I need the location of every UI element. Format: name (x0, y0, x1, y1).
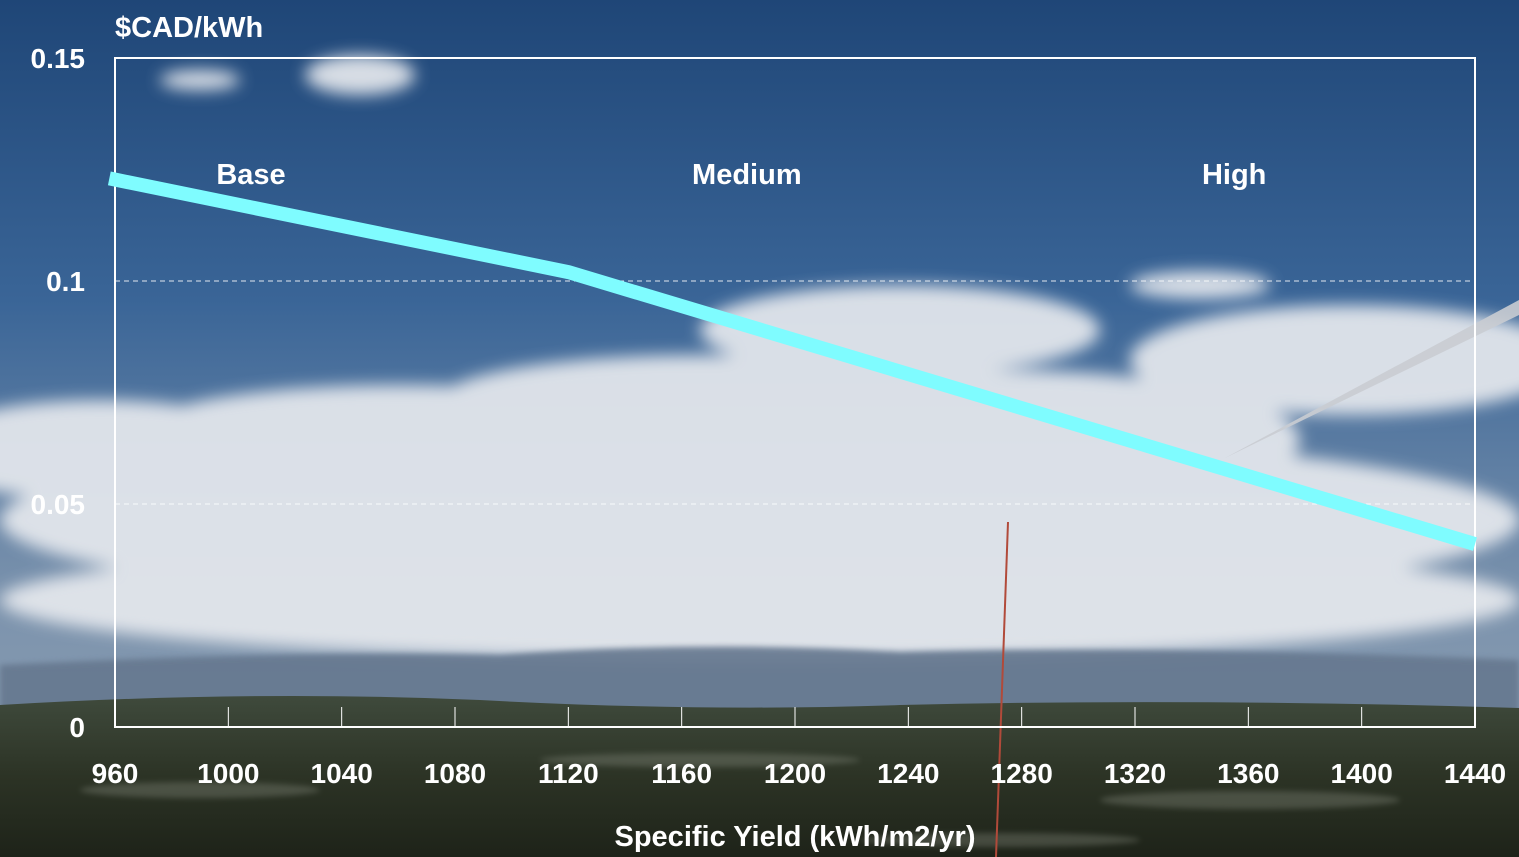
x-axis-title: Specific Yield (kWh/m2/yr) (615, 821, 976, 853)
x-tick-label: 1080 (424, 758, 486, 789)
annotation-label: Base (216, 159, 285, 191)
x-tick-label: 1360 (1217, 758, 1279, 789)
x-tick-label: 1400 (1331, 758, 1393, 789)
y-tick-label: 0 (69, 712, 85, 743)
y-axis-title: $CAD/kWh (115, 12, 263, 44)
x-tick-label: 1040 (311, 758, 373, 789)
x-tick-label: 1000 (197, 758, 259, 789)
annotations: Base Medium High (216, 159, 1266, 191)
y-axis-tick-labels: 0 0.05 0.1 0.15 (31, 43, 86, 743)
y-tick-label: 0.05 (31, 489, 86, 520)
x-tick-label: 1280 (991, 758, 1053, 789)
x-tick-label: 960 (92, 758, 139, 789)
x-tick-label: 1320 (1104, 758, 1166, 789)
annotation-label: Medium (692, 159, 802, 191)
series-line (107, 171, 1478, 551)
y-tick-label: 0.15 (31, 43, 86, 74)
x-axis-tick-labels: 960 1000 1040 1080 1120 1160 1200 1240 1280 1320 1… (92, 758, 1507, 789)
x-tick-label: 1240 (877, 758, 939, 789)
x-tick-label: 1160 (651, 758, 712, 789)
x-tick-label: 1120 (538, 758, 599, 789)
gridlines (115, 280, 1475, 505)
annotation-label: High (1202, 159, 1266, 191)
series-layer (107, 171, 1478, 551)
y-tick-label: 0.1 (46, 266, 85, 297)
x-tick-label: 1200 (764, 758, 826, 789)
x-axis-ticks (227, 707, 1363, 727)
x-tick-label: 1440 (1444, 758, 1506, 789)
